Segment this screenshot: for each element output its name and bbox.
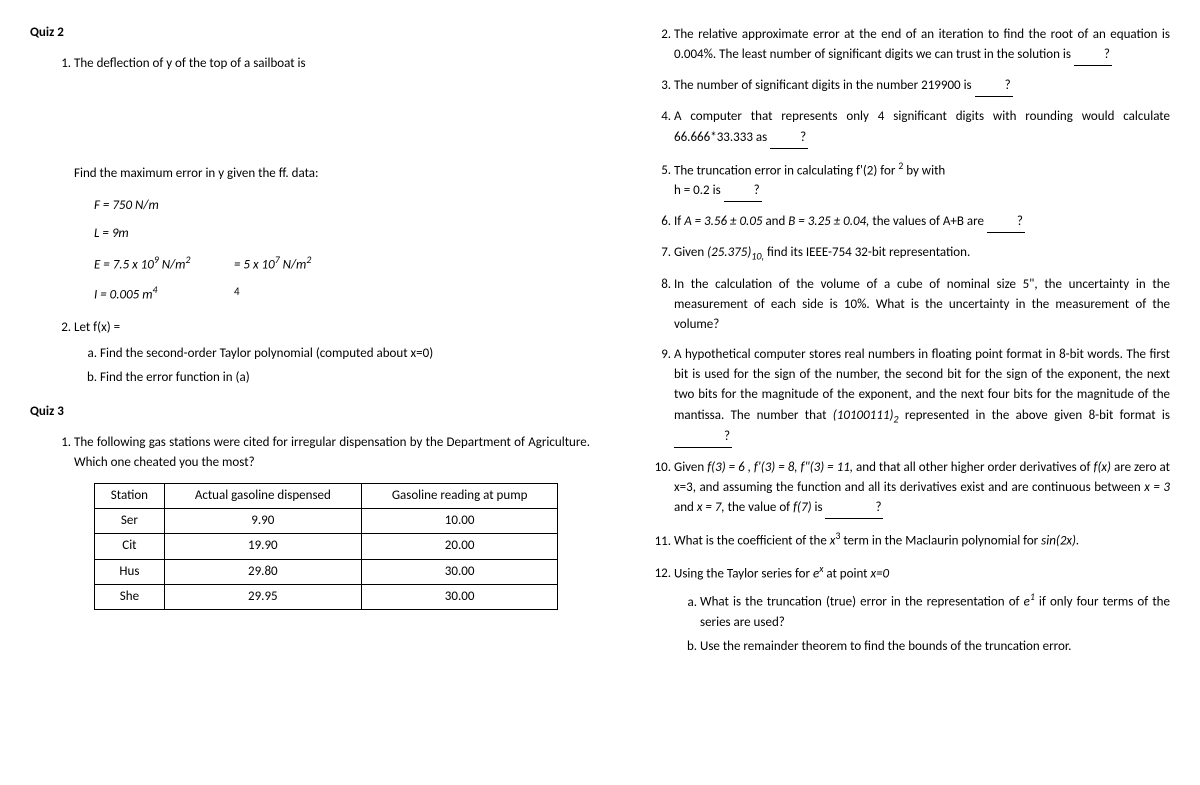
r-q6: If A = 3.56 ± 0.05 and B = 3.25 ± 0.04, … bbox=[674, 212, 1170, 233]
q2-text: Let f(x) = bbox=[74, 320, 120, 335]
param-E: E = 7.5 x 109 N/m2 = 5 x 107 N/m2 bbox=[94, 253, 590, 275]
table-row: She29.9530.00 bbox=[95, 584, 558, 609]
q1-find: Find the maximum error in y given the ff… bbox=[74, 164, 590, 184]
r-q5: The truncation error in calculating f'(2… bbox=[674, 159, 1170, 203]
quiz2-q2: Let f(x) = Find the second-order Taylor … bbox=[74, 318, 590, 388]
table-row: Cit19.9020.00 bbox=[95, 534, 558, 559]
blank: ? bbox=[1074, 45, 1112, 66]
q2-a: Find the second-order Taylor polynomial … bbox=[100, 344, 590, 364]
r-q9: A hypothetical computer stores real numb… bbox=[674, 345, 1170, 448]
r-q7: Given (25.375)10, find its IEEE-754 32-b… bbox=[674, 243, 1170, 264]
blank: ? bbox=[987, 212, 1025, 233]
quiz3-q1: The following gas stations were cited fo… bbox=[74, 433, 590, 610]
r-q3: The number of significant digits in the … bbox=[674, 76, 1170, 97]
param-F: F = 750 N/m bbox=[94, 196, 590, 216]
r-q11: What is the coefficient of the x3 term i… bbox=[674, 529, 1170, 551]
quiz2-title: Quiz 2 bbox=[30, 25, 590, 40]
param-I: I = 0.005 m4 4 bbox=[94, 283, 590, 305]
gas-table: Station Actual gasoline dispensed Gasoli… bbox=[94, 483, 558, 610]
blank: ? bbox=[770, 128, 808, 149]
quiz3-title: Quiz 3 bbox=[30, 404, 590, 419]
blank: ? bbox=[975, 76, 1013, 97]
blank: ? bbox=[674, 427, 732, 448]
r-q8: In the calculation of the volume of a cu… bbox=[674, 275, 1170, 335]
col-reading: Gasoline reading at pump bbox=[361, 484, 558, 509]
table-row: Ser9.9010.00 bbox=[95, 509, 558, 534]
col-actual: Actual gasoline dispensed bbox=[164, 484, 361, 509]
quiz2-q1: The deflection of y of the top of a sail… bbox=[74, 54, 590, 306]
q2-b: Find the error function in (a) bbox=[100, 368, 590, 388]
param-L: L = 9m bbox=[94, 224, 590, 244]
blank: ? bbox=[825, 498, 883, 519]
r-q12: Using the Taylor series for ex at point … bbox=[674, 562, 1170, 657]
q12-b: Use the remainder theorem to find the bo… bbox=[700, 637, 1170, 657]
r-q10: Given f(3) = 6 , f'(3) = 8, f"(3) = 11, … bbox=[674, 458, 1170, 519]
q3-1-text: The following gas stations were cited fo… bbox=[74, 435, 590, 470]
r-q2: The relative approximate error at the en… bbox=[674, 25, 1170, 66]
blank: ? bbox=[724, 181, 762, 202]
table-row: Hus29.8030.00 bbox=[95, 559, 558, 584]
q1-text: The deflection of y of the top of a sail… bbox=[74, 56, 306, 71]
table-header: Station Actual gasoline dispensed Gasoli… bbox=[95, 484, 558, 509]
col-station: Station bbox=[95, 484, 165, 509]
r-q4: A computer that represents only 4 signif… bbox=[674, 107, 1170, 148]
q12-a: What is the truncation (true) error in t… bbox=[700, 590, 1170, 633]
